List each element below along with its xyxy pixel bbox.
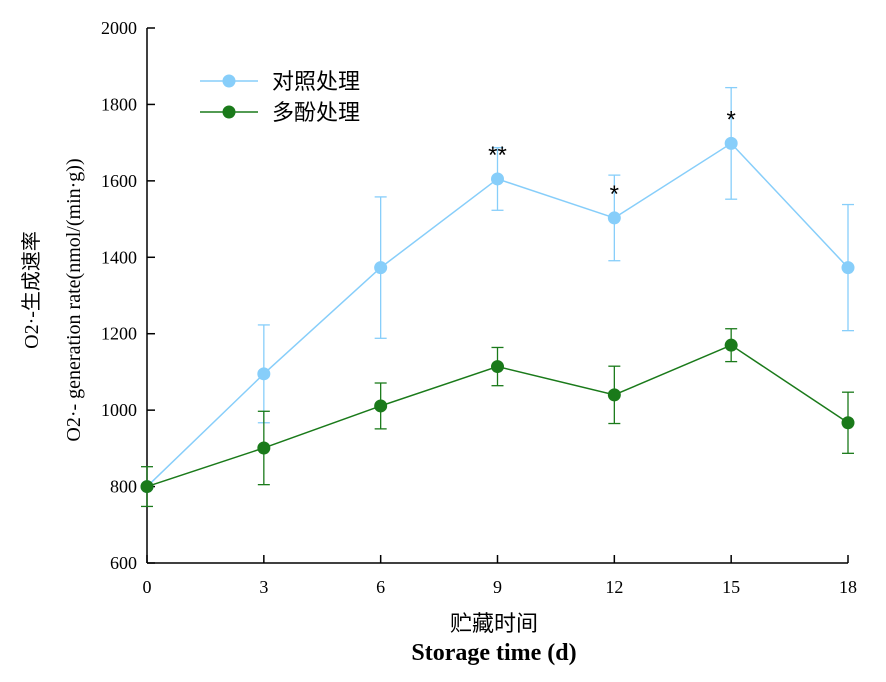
y-axis-label-en: O2·- generation rate(nmol/(min·g)) — [63, 158, 85, 441]
x-tick-label: 3 — [259, 577, 268, 597]
legend-label: 多酚处理 — [272, 101, 360, 126]
data-point — [374, 399, 388, 413]
significance-marker: * — [610, 181, 619, 208]
legend-label: 对照处理 — [272, 70, 360, 95]
y-tick-label: 1600 — [101, 171, 137, 191]
data-point — [374, 261, 388, 275]
y-tick-label: 1800 — [101, 94, 137, 114]
series-1 — [140, 86, 855, 494]
series-2 — [140, 328, 855, 508]
data-point — [607, 211, 621, 225]
significance-marker: ** — [488, 142, 507, 169]
y-tick-label: 600 — [110, 553, 137, 573]
axes: 600 800 1000 1200 1400 1600 1800 2000 0 3 6 9 12 15 18 — [101, 18, 857, 597]
data-point — [607, 388, 621, 402]
significance-marker: * — [726, 106, 735, 133]
data-point — [841, 416, 855, 430]
data-point — [491, 172, 504, 186]
data-point — [140, 480, 154, 494]
y-tick-label: 1000 — [101, 400, 137, 420]
data-point — [841, 261, 855, 275]
x-tick-label: 15 — [722, 577, 740, 597]
x-tick-label: 0 — [143, 577, 152, 597]
x-tick-label: 6 — [376, 577, 385, 597]
y-tick-label: 1400 — [101, 247, 137, 267]
data-point — [724, 338, 738, 352]
y-tick-label: 1200 — [101, 324, 137, 344]
data-point — [491, 360, 504, 374]
y-tick-label: 800 — [110, 477, 137, 497]
legend-marker — [222, 74, 236, 88]
legend-marker — [222, 105, 236, 119]
series-layer: **** — [140, 86, 855, 508]
data-point — [257, 367, 271, 381]
data-point — [724, 136, 738, 150]
x-axis-label-en: Storage time (d) — [411, 640, 576, 666]
x-axis-label-cn: 贮藏时间 — [450, 612, 538, 637]
data-point — [257, 441, 271, 455]
y-axis-label-cn: O2·-生成速率 — [20, 231, 43, 349]
x-tick-label: 9 — [493, 577, 502, 597]
x-tick-label: 12 — [605, 577, 623, 597]
y-tick-label: 2000 — [101, 18, 137, 38]
x-tick-label: 18 — [839, 577, 857, 597]
